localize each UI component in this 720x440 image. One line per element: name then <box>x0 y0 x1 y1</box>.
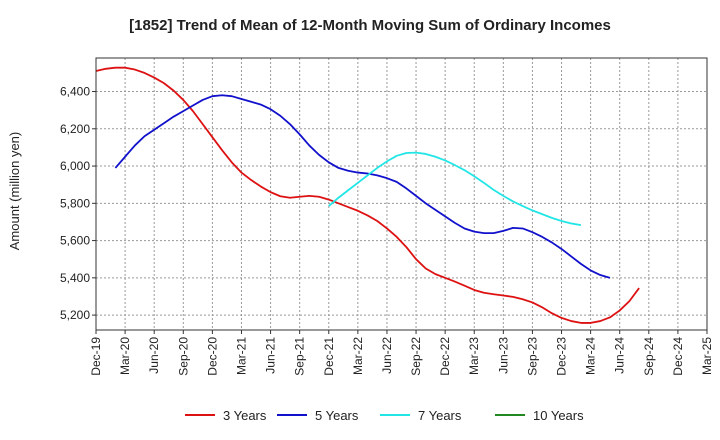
x-tick-label: Mar-21 <box>234 337 248 375</box>
x-tick-label: Mar-22 <box>351 337 365 375</box>
grid-layer <box>96 58 707 330</box>
x-tick-label: Dec-19 <box>89 337 103 376</box>
x-tick-label: Sep-24 <box>642 337 656 376</box>
x-tick-label: Dec-20 <box>205 337 219 376</box>
x-tick-label: Dec-21 <box>322 337 336 376</box>
x-tick-label: Dec-24 <box>671 337 685 376</box>
x-tick-label: Mar-24 <box>584 337 598 375</box>
y-axis-ticks: 5,200 5,400 5,600 5,800 6,000 6,200 6,400 <box>60 85 96 322</box>
y-tick-label: 5,600 <box>60 234 90 248</box>
legend: 3 Years 5 Years 7 Years 10 Years <box>185 408 584 423</box>
legend-label: 7 Years <box>418 408 462 423</box>
y-tick-label: 6,400 <box>60 85 90 99</box>
x-tick-label: Dec-22 <box>438 337 452 376</box>
y-tick-label: 5,800 <box>60 196 90 210</box>
x-tick-label: Mar-25 <box>700 337 714 375</box>
legend-label: 5 Years <box>315 408 359 423</box>
chart-title: [1852] Trend of Mean of 12-Month Moving … <box>129 17 611 34</box>
x-tick-label: Mar-23 <box>467 337 481 375</box>
y-tick-label: 6,000 <box>60 159 90 173</box>
x-tick-label: Jun-24 <box>613 337 627 374</box>
x-tick-label: Sep-21 <box>293 337 307 376</box>
x-tick-label: Jun-21 <box>264 337 278 374</box>
series-line-3-years <box>95 66 640 324</box>
series-line-5-years <box>114 94 611 279</box>
x-tick-label: Jun-23 <box>496 337 510 374</box>
y-tick-label: 5,200 <box>60 308 90 322</box>
x-tick-label: Jun-22 <box>380 337 394 374</box>
legend-label: 10 Years <box>533 408 584 423</box>
y-tick-label: 5,400 <box>60 271 90 285</box>
y-axis-label: Amount (million yen) <box>7 132 22 251</box>
x-tick-label: Sep-23 <box>525 337 539 376</box>
x-tick-label: Sep-20 <box>176 337 190 376</box>
plot-frame <box>95 57 708 331</box>
series-layer <box>95 66 640 324</box>
legend-label: 3 Years <box>223 408 267 423</box>
x-tick-label: Dec-23 <box>555 337 569 376</box>
x-tick-label: Mar-20 <box>118 337 132 375</box>
y-tick-label: 6,200 <box>60 122 90 136</box>
x-axis-ticks: Dec-19 Mar-20 Jun-20 Sep-20 Dec-20 Mar-21 Jun-… <box>89 330 714 376</box>
x-tick-label: Jun-20 <box>147 337 161 374</box>
x-tick-label: Sep-22 <box>409 337 423 376</box>
series-line-7-years <box>328 151 582 226</box>
